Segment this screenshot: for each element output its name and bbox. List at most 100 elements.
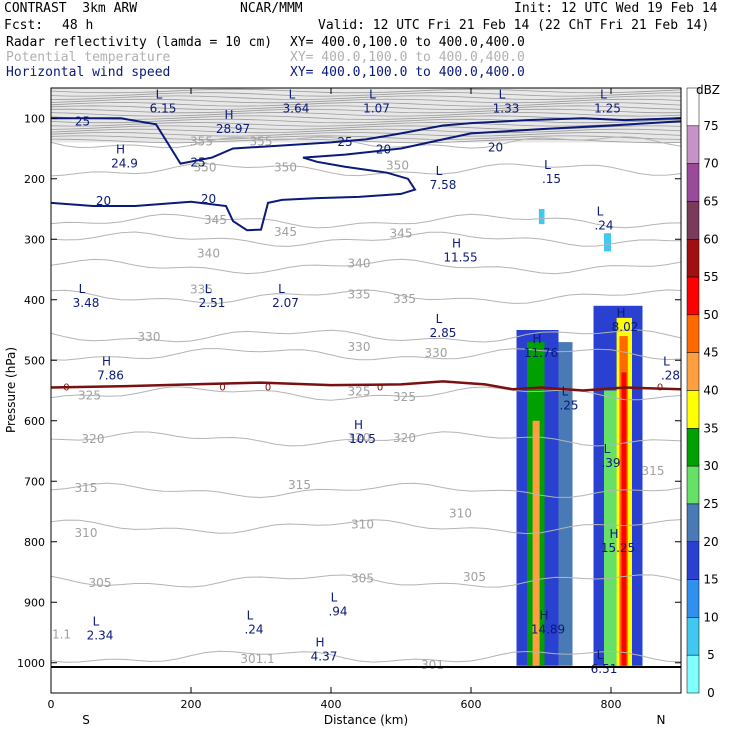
- extremum-type: L: [544, 158, 551, 172]
- extremum-value: 1.25: [594, 102, 621, 116]
- colorbar-label: 40: [703, 384, 718, 398]
- extremum-value: .39: [601, 456, 620, 470]
- reflectivity-cell: [532, 420, 540, 666]
- theta-label: 325: [393, 390, 416, 404]
- extremum-type: L: [369, 88, 376, 102]
- y-tick-label: 300: [24, 233, 45, 246]
- extremum-value: .25: [559, 399, 578, 413]
- extremum-value: 14.89: [531, 622, 565, 636]
- reflectivity-cell: [538, 209, 545, 225]
- theta-label: 335: [348, 288, 371, 302]
- extremum-type: L: [499, 88, 506, 102]
- y-tick-label: 800: [24, 536, 45, 549]
- theta-label: 330: [138, 330, 161, 344]
- wind-label: 25: [337, 135, 352, 149]
- colorbar-swatch-45: [686, 314, 700, 353]
- fcst-label: Fcst:: [4, 18, 44, 33]
- y-tick-label: 400: [24, 294, 45, 307]
- colorbar-label: 35: [703, 421, 718, 435]
- colorbar-label: 75: [703, 119, 718, 133]
- y-axis-label: Pressure (hPa): [4, 347, 18, 433]
- extremum-value: 24.9: [111, 157, 138, 171]
- reflectivity-cell: [621, 372, 627, 666]
- colorbar-swatch-40: [686, 352, 700, 391]
- extremum-value: 2.51: [199, 296, 226, 310]
- extremum-type: L: [600, 88, 607, 102]
- strat-theta-line: [51, 118, 681, 124]
- plot-frame: [50, 87, 682, 694]
- stratosphere-theta-band: [51, 88, 681, 144]
- field-theta: Potential temperature: [6, 50, 171, 65]
- colorbar-swatch-20: [686, 503, 700, 542]
- theta-label: 301.1: [240, 652, 274, 666]
- extremum-value: 6.51: [591, 662, 618, 676]
- field-reflectivity: Radar reflectivity (lamda = 10 cm): [6, 35, 273, 50]
- extremum-type: L: [247, 608, 254, 622]
- theta-label: 350: [386, 159, 409, 173]
- field-theta-xy: XY= 400.0,100.0 to 400.0,400.0: [290, 50, 525, 65]
- colorbar-label: 50: [703, 308, 718, 322]
- theta-label: 1.1: [52, 628, 71, 642]
- extremum-value: 15.25: [601, 541, 635, 555]
- theta-contour: [51, 329, 681, 343]
- extremum-type: L: [79, 282, 86, 296]
- freezing-label: 0: [219, 382, 225, 393]
- extremum-value: 2.85: [430, 326, 457, 340]
- colorbar-label: 0: [707, 686, 715, 700]
- colorbar-swatch-25: [686, 465, 700, 505]
- strat-theta-line: [51, 88, 681, 94]
- extremum-type: H: [532, 332, 541, 346]
- extremum-type: H: [224, 108, 233, 122]
- colorbar-label: 5: [707, 648, 715, 662]
- strat-theta-line: [51, 102, 681, 107]
- theta-label: 350: [194, 160, 217, 174]
- theta-label: 325: [348, 384, 371, 398]
- theta-label: 310: [75, 526, 98, 540]
- theta-label: 335: [190, 283, 213, 297]
- theta-label: 345: [204, 213, 227, 227]
- extremum-type: L: [156, 88, 163, 102]
- freezing-level: 0 0 0 0 0: [51, 380, 681, 393]
- theta-label: 305: [89, 576, 112, 590]
- colorbar-swatch-60: [686, 201, 700, 240]
- strat-theta-line: [51, 105, 681, 110]
- extremum-type: L: [93, 615, 100, 629]
- theta-label: 315: [75, 481, 98, 495]
- wind-label: 20: [488, 141, 503, 155]
- extremum-type: H: [315, 636, 324, 650]
- extremum-value: .28: [661, 368, 680, 382]
- extremum-value: .24: [244, 622, 263, 636]
- reflectivity-cell: [558, 342, 573, 666]
- field-wind-xy: XY= 400.0,100.0 to 400.0,400.0: [290, 65, 525, 80]
- extremum-value: 7.58: [430, 178, 457, 192]
- extremum-value: 3.48: [73, 296, 100, 310]
- strat-theta-line: [51, 95, 681, 100]
- theta-label: 305: [463, 570, 486, 584]
- colorbar-swatch-10: [686, 579, 700, 618]
- colorbar-label: 45: [703, 346, 718, 360]
- theta-contour: [51, 258, 681, 275]
- freezing-line: [51, 380, 681, 392]
- strat-theta-line: [51, 135, 681, 140]
- wind-label: 20: [201, 192, 216, 206]
- extremum-value: 10.5: [349, 432, 376, 446]
- extremum-type: L: [604, 442, 611, 456]
- extremum-value: 6.15: [150, 102, 177, 116]
- x-end-left: S: [82, 713, 90, 727]
- wind-label: 25: [75, 115, 90, 129]
- theta-label: 335: [393, 292, 416, 306]
- strat-theta-line: [51, 92, 681, 97]
- colorbar-swatch-55: [686, 239, 700, 278]
- institution-label: NCAR/MMM: [240, 1, 303, 16]
- strat-theta-line: [51, 128, 681, 134]
- extremum-value: 1.33: [493, 102, 520, 116]
- extremum-type: L: [436, 164, 443, 178]
- extremum-type: H: [354, 418, 363, 432]
- colorbar-swatch-50: [686, 276, 700, 316]
- x-end-right: N: [657, 713, 666, 727]
- theta-label: 325: [78, 389, 101, 403]
- x-tick-label: 800: [601, 698, 622, 711]
- theta-contour: [51, 431, 681, 447]
